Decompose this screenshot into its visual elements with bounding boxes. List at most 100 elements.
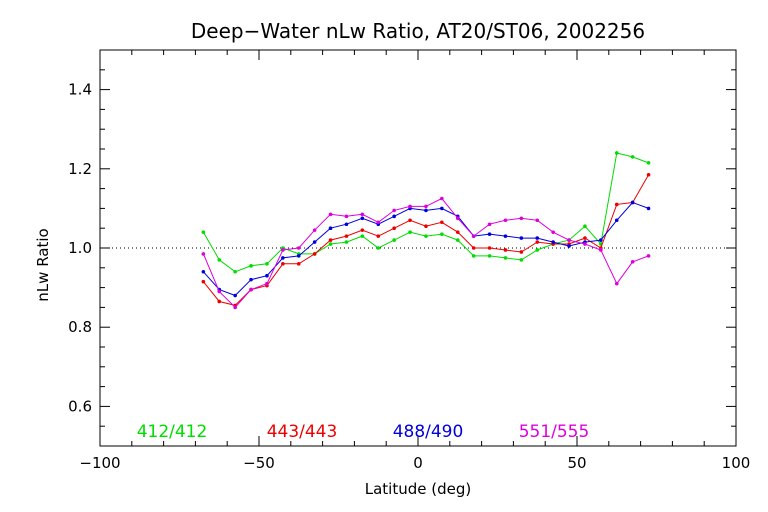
- data-point: [233, 305, 237, 310]
- data-point: [265, 273, 269, 278]
- data-point: [376, 246, 381, 250]
- data-point: [201, 252, 206, 256]
- legend-entry: 551/555: [519, 422, 590, 442]
- data-point: [503, 218, 508, 223]
- data-point: [614, 218, 619, 223]
- legend-entry: 443/443: [267, 422, 338, 442]
- data-point: [392, 208, 396, 213]
- data-point: [519, 250, 524, 254]
- data-point: [296, 246, 301, 250]
- data-point: [424, 224, 428, 229]
- data-point: [424, 204, 428, 209]
- series-line: [203, 174, 650, 306]
- legend: 412/412 443/443 488/490 551/555: [137, 422, 590, 442]
- data-point: [646, 172, 651, 177]
- data-point: [519, 236, 524, 240]
- data-point: [567, 244, 571, 248]
- data-point: [440, 206, 444, 211]
- data-point: [312, 252, 317, 256]
- data-point: [503, 234, 508, 238]
- data-point: [281, 256, 285, 260]
- data-point: [249, 287, 253, 292]
- data-point: [583, 242, 587, 246]
- data-point: [328, 226, 333, 230]
- data-point: [408, 204, 412, 209]
- data-point: [471, 254, 476, 258]
- data-point: [265, 262, 269, 266]
- data-point: [614, 281, 619, 286]
- series-line: [202, 152, 649, 273]
- x-tick-label: −50: [243, 454, 275, 472]
- data-point: [503, 256, 508, 260]
- data-point: [408, 230, 412, 234]
- x-tick-label: 0: [413, 454, 423, 472]
- x-tick-label: 100: [722, 454, 751, 472]
- y-tick-label: 1.0: [68, 239, 92, 257]
- data-point: [455, 238, 460, 242]
- data-point: [503, 248, 508, 252]
- data-point: [614, 151, 619, 155]
- data-point: [487, 232, 492, 236]
- data-point: [630, 155, 635, 159]
- data-point: [455, 216, 460, 221]
- data-point: [281, 248, 285, 252]
- data-point: [630, 260, 635, 264]
- data-point: [249, 277, 253, 282]
- data-point: [344, 214, 349, 219]
- data-point: [535, 240, 540, 244]
- data-point: [630, 200, 635, 205]
- data-point: [535, 248, 540, 252]
- data-point: [408, 218, 412, 223]
- data-point: [440, 232, 444, 236]
- data-point: [344, 222, 349, 227]
- axis-ticks: −100 −50 0 50 100 0.6 0.8 1.0 1.2 1.4: [68, 49, 751, 472]
- data-point: [360, 216, 365, 221]
- data-point: [535, 236, 540, 240]
- data-point: [471, 246, 476, 250]
- data-point: [599, 238, 603, 242]
- data-point: [296, 254, 301, 258]
- y-tick-label: 1.4: [68, 81, 92, 99]
- chart-title: Deep−Water nLw Ratio, AT20/ST06, 2002256: [191, 19, 645, 43]
- data-point: [440, 220, 444, 225]
- data-point: [312, 228, 317, 232]
- data-point: [360, 212, 365, 217]
- data-point: [201, 279, 206, 284]
- data-point: [328, 238, 333, 242]
- x-tick-label: 50: [567, 454, 586, 472]
- data-point: [233, 293, 237, 298]
- data-point: [312, 240, 317, 244]
- data-point: [328, 242, 333, 246]
- data-point: [551, 240, 555, 244]
- data-point: [455, 230, 460, 234]
- series-group: [201, 151, 651, 310]
- data-point: [471, 234, 476, 238]
- data-point: [217, 299, 222, 304]
- data-point: [583, 236, 587, 240]
- data-point: [217, 289, 222, 294]
- x-axis-label: Latitude (deg): [365, 480, 471, 498]
- series-line: [202, 197, 649, 309]
- data-point: [201, 230, 206, 234]
- data-point: [296, 262, 301, 266]
- data-point: [376, 234, 381, 238]
- y-tick-label: 0.8: [68, 318, 92, 336]
- y-axis-label: nLw Ratio: [34, 228, 52, 301]
- x-tick-label: −100: [79, 454, 120, 472]
- y-tick-label: 0.6: [68, 397, 92, 415]
- data-point: [519, 258, 524, 262]
- data-point: [360, 228, 365, 232]
- data-point: [217, 258, 222, 262]
- legend-entry: 488/490: [393, 422, 464, 442]
- data-point: [535, 218, 540, 223]
- data-point: [281, 262, 285, 266]
- data-point: [424, 208, 428, 213]
- y-tick-label: 1.2: [68, 160, 92, 178]
- data-point: [249, 264, 253, 268]
- data-point: [376, 220, 381, 225]
- data-point: [519, 216, 524, 221]
- data-point: [424, 234, 428, 238]
- data-point: [392, 214, 396, 219]
- data-point: [360, 234, 365, 238]
